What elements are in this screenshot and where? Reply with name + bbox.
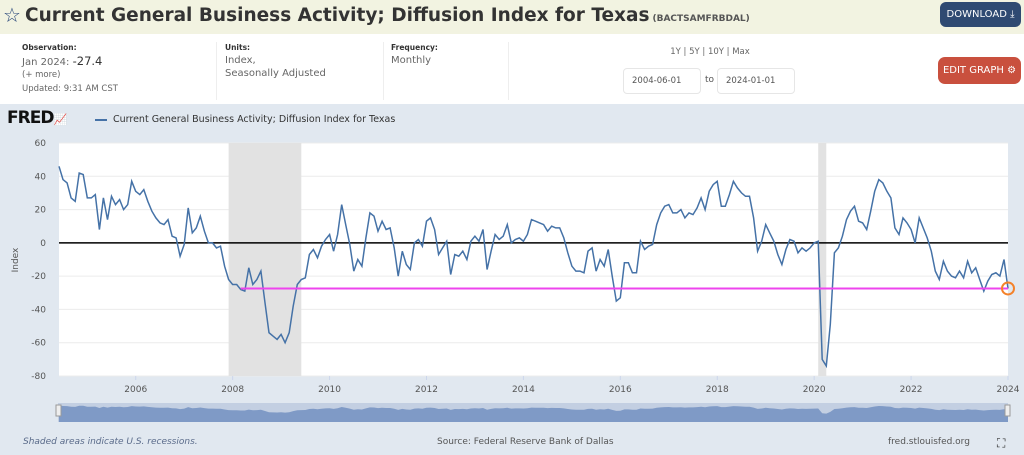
y-axis-label: Index	[11, 247, 21, 272]
x-tick-label: 2022	[900, 385, 923, 395]
updated-text: Updated: 9:31 AM CST	[22, 84, 118, 94]
x-tick-label: 2014	[512, 385, 535, 395]
edit-graph-label: EDIT GRAPH	[942, 65, 1004, 76]
y-tick-label: -80	[31, 372, 46, 382]
series-title: Current General Business Activity; Diffu…	[25, 5, 650, 26]
y-tick-label: 20	[35, 206, 47, 216]
frequency-value: Monthly	[391, 55, 432, 66]
divider	[383, 42, 384, 100]
x-tick-label: 2016	[609, 385, 632, 395]
x-tick-label: 2010	[318, 385, 341, 395]
y-tick-label: -60	[31, 339, 46, 349]
y-tick-label: 40	[35, 172, 47, 182]
navigator-right-handle[interactable]	[1004, 404, 1011, 417]
recession-band	[818, 143, 827, 376]
site-link[interactable]: fred.stlouisfed.org	[888, 437, 970, 447]
navigator-left-handle[interactable]	[55, 404, 62, 417]
legend: Current General Business Activity; Diffu…	[95, 114, 395, 125]
x-tick-label: 2018	[706, 385, 729, 395]
navigator-area	[59, 405, 1008, 422]
more-link[interactable]: (+ more)	[22, 70, 61, 80]
units-label: Units:	[225, 43, 251, 52]
frequency-label: Frequency:	[391, 43, 438, 52]
start-date-input[interactable]: 2004-06-01	[623, 68, 701, 94]
to-label: to	[705, 75, 715, 85]
divider	[508, 42, 509, 100]
x-tick-label: 2008	[221, 385, 244, 395]
y-tick-label: 60	[35, 139, 47, 149]
recession-note: Shaded areas indicate U.S. recessions.	[23, 437, 198, 447]
legend-swatch	[95, 118, 107, 121]
range-navigator[interactable]	[55, 403, 1011, 422]
download-icon: ⤓	[1010, 9, 1015, 20]
recession-band	[228, 143, 302, 376]
gridlines	[59, 142, 1008, 377]
recession-shading	[228, 143, 827, 376]
fred-logo: FRED📈	[7, 108, 67, 128]
legend-label: Current General Business Activity; Diffu…	[113, 114, 396, 125]
last-point-marker	[1001, 281, 1015, 296]
y-tick-label: 0	[40, 239, 46, 249]
y-axis: 60 40 20 0 -20 -40 -60 -80	[31, 139, 46, 382]
x-tick-label: 2006	[124, 385, 147, 395]
title-bar: ☆ Current General Business Activity; Dif…	[0, 0, 1024, 34]
x-tick-label: 2024	[997, 385, 1020, 395]
edit-graph-button[interactable]: EDIT GRAPH ⚙	[938, 57, 1021, 84]
range-presets[interactable]: 1Y | 5Y | 10Y | Max	[670, 47, 750, 57]
observation-value: -27.4	[72, 54, 103, 68]
x-axis: 2006 2008 2010 2012 2014 2016 2018 2020 2022 2024	[124, 376, 1020, 395]
info-panel	[0, 34, 1024, 104]
x-tick-label: 2012	[415, 385, 438, 395]
divider	[216, 42, 217, 100]
series-line	[58, 166, 1009, 369]
gear-icon: ⚙	[1007, 65, 1017, 76]
observation-date: Jan 2024:	[22, 57, 70, 68]
units-line2: Seasonally Adjusted	[225, 68, 326, 79]
fred-logo-text: FRED	[7, 108, 54, 128]
chart-logo-icon: 📈	[53, 113, 67, 126]
fullscreen-icon[interactable]: ⛶	[997, 436, 1006, 450]
source-text: Source: Federal Reserve Bank of Dallas	[437, 437, 614, 447]
observation: Jan 2024: -27.4	[22, 54, 102, 70]
y-tick-label: -20	[31, 272, 46, 282]
x-tick-label: 2020	[803, 385, 826, 395]
y-tick-label: -40	[31, 305, 46, 315]
star-icon[interactable]: ☆	[3, 3, 21, 27]
series-id: (BACTSAMFRBDAL)	[652, 14, 750, 24]
observation-label: Observation:	[22, 43, 77, 52]
units-line1: Index,	[225, 55, 256, 66]
download-label: DOWNLOAD	[946, 9, 1007, 20]
download-button[interactable]: DOWNLOAD ⤓	[940, 2, 1021, 27]
plot-background	[59, 143, 1008, 376]
end-date-input[interactable]: 2024-01-01	[717, 68, 795, 94]
page-title: Current General Business Activity; Diffu…	[25, 5, 750, 26]
